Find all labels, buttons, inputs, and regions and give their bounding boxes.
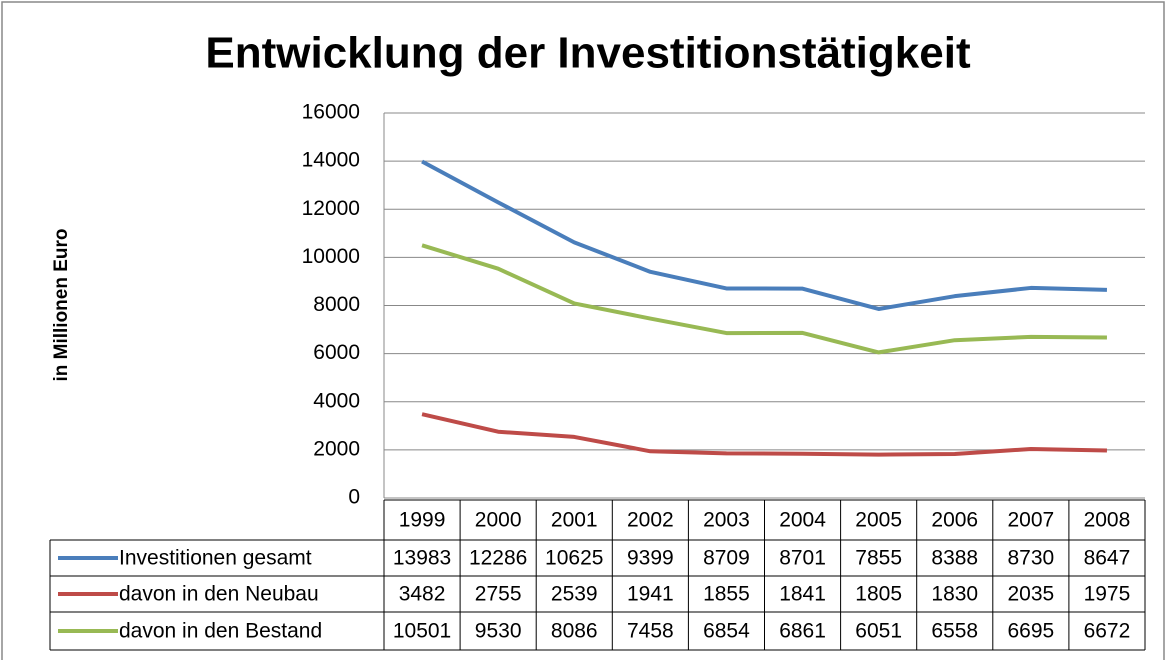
series-line bbox=[421, 412, 1107, 457]
table-value: 1830 bbox=[931, 583, 978, 606]
table-value: 1841 bbox=[779, 583, 826, 606]
table-value: 1805 bbox=[855, 583, 902, 606]
table-value: 2755 bbox=[475, 583, 522, 606]
table-value: 6558 bbox=[931, 620, 978, 643]
table-value: 7855 bbox=[855, 547, 902, 570]
table-value: 7458 bbox=[627, 620, 674, 643]
x-tick-label: 2000 bbox=[475, 509, 522, 532]
series-line bbox=[421, 159, 1108, 311]
table-value: 8647 bbox=[1084, 547, 1131, 570]
y-axis-label: in Millionen Euro bbox=[51, 228, 72, 381]
table-value: 10501 bbox=[393, 620, 451, 643]
x-tick-label: 2003 bbox=[703, 509, 750, 532]
table-value: 13983 bbox=[393, 547, 451, 570]
chart-title: Entwicklung der Investitionstätigkeit bbox=[205, 29, 971, 78]
table-value: 8709 bbox=[703, 547, 750, 570]
x-tick-label: 2006 bbox=[931, 509, 978, 532]
table-value: 12286 bbox=[469, 547, 527, 570]
table-value: 6854 bbox=[703, 620, 750, 643]
x-tick-label: 2008 bbox=[1084, 509, 1131, 532]
y-tick-label: 10000 bbox=[302, 245, 360, 268]
table-value: 1975 bbox=[1084, 583, 1131, 606]
table-value: 6051 bbox=[855, 620, 902, 643]
table-value: 1941 bbox=[627, 583, 674, 606]
table-value: 8730 bbox=[1007, 547, 1054, 570]
table-value: 10625 bbox=[545, 547, 603, 570]
legend-label: davon in den Bestand bbox=[119, 620, 322, 643]
table-value: 9530 bbox=[475, 620, 522, 643]
y-tick-label: 16000 bbox=[302, 101, 360, 124]
x-tick-label: 1999 bbox=[399, 509, 446, 532]
table-value: 8388 bbox=[931, 547, 978, 570]
x-tick-label: 2001 bbox=[551, 509, 598, 532]
y-tick-label: 12000 bbox=[302, 197, 360, 220]
table-value: 9399 bbox=[627, 547, 674, 570]
y-tick-label: 0 bbox=[348, 486, 360, 509]
x-tick-label: 2004 bbox=[779, 509, 826, 532]
table-value: 8701 bbox=[779, 547, 826, 570]
series-line bbox=[421, 243, 1107, 355]
y-tick-label: 2000 bbox=[313, 437, 360, 460]
table-value: 2035 bbox=[1007, 583, 1054, 606]
table-value: 8086 bbox=[551, 620, 598, 643]
y-tick-label: 4000 bbox=[313, 389, 360, 412]
table-value: 6695 bbox=[1007, 620, 1054, 643]
legend-label: davon in den Neubau bbox=[119, 583, 319, 606]
table-value: 2539 bbox=[551, 583, 598, 606]
table-value: 6672 bbox=[1084, 620, 1131, 643]
table-value: 6861 bbox=[779, 620, 826, 643]
table-value: 3482 bbox=[399, 583, 446, 606]
x-tick-label: 2007 bbox=[1007, 509, 1054, 532]
x-tick-label: 2005 bbox=[855, 509, 902, 532]
table-value: 1855 bbox=[703, 583, 750, 606]
y-tick-label: 14000 bbox=[302, 149, 360, 172]
x-tick-label: 2002 bbox=[627, 509, 674, 532]
y-tick-label: 8000 bbox=[313, 293, 360, 316]
legend-label: Investitionen gesamt bbox=[119, 547, 312, 570]
y-tick-label: 6000 bbox=[313, 341, 360, 364]
